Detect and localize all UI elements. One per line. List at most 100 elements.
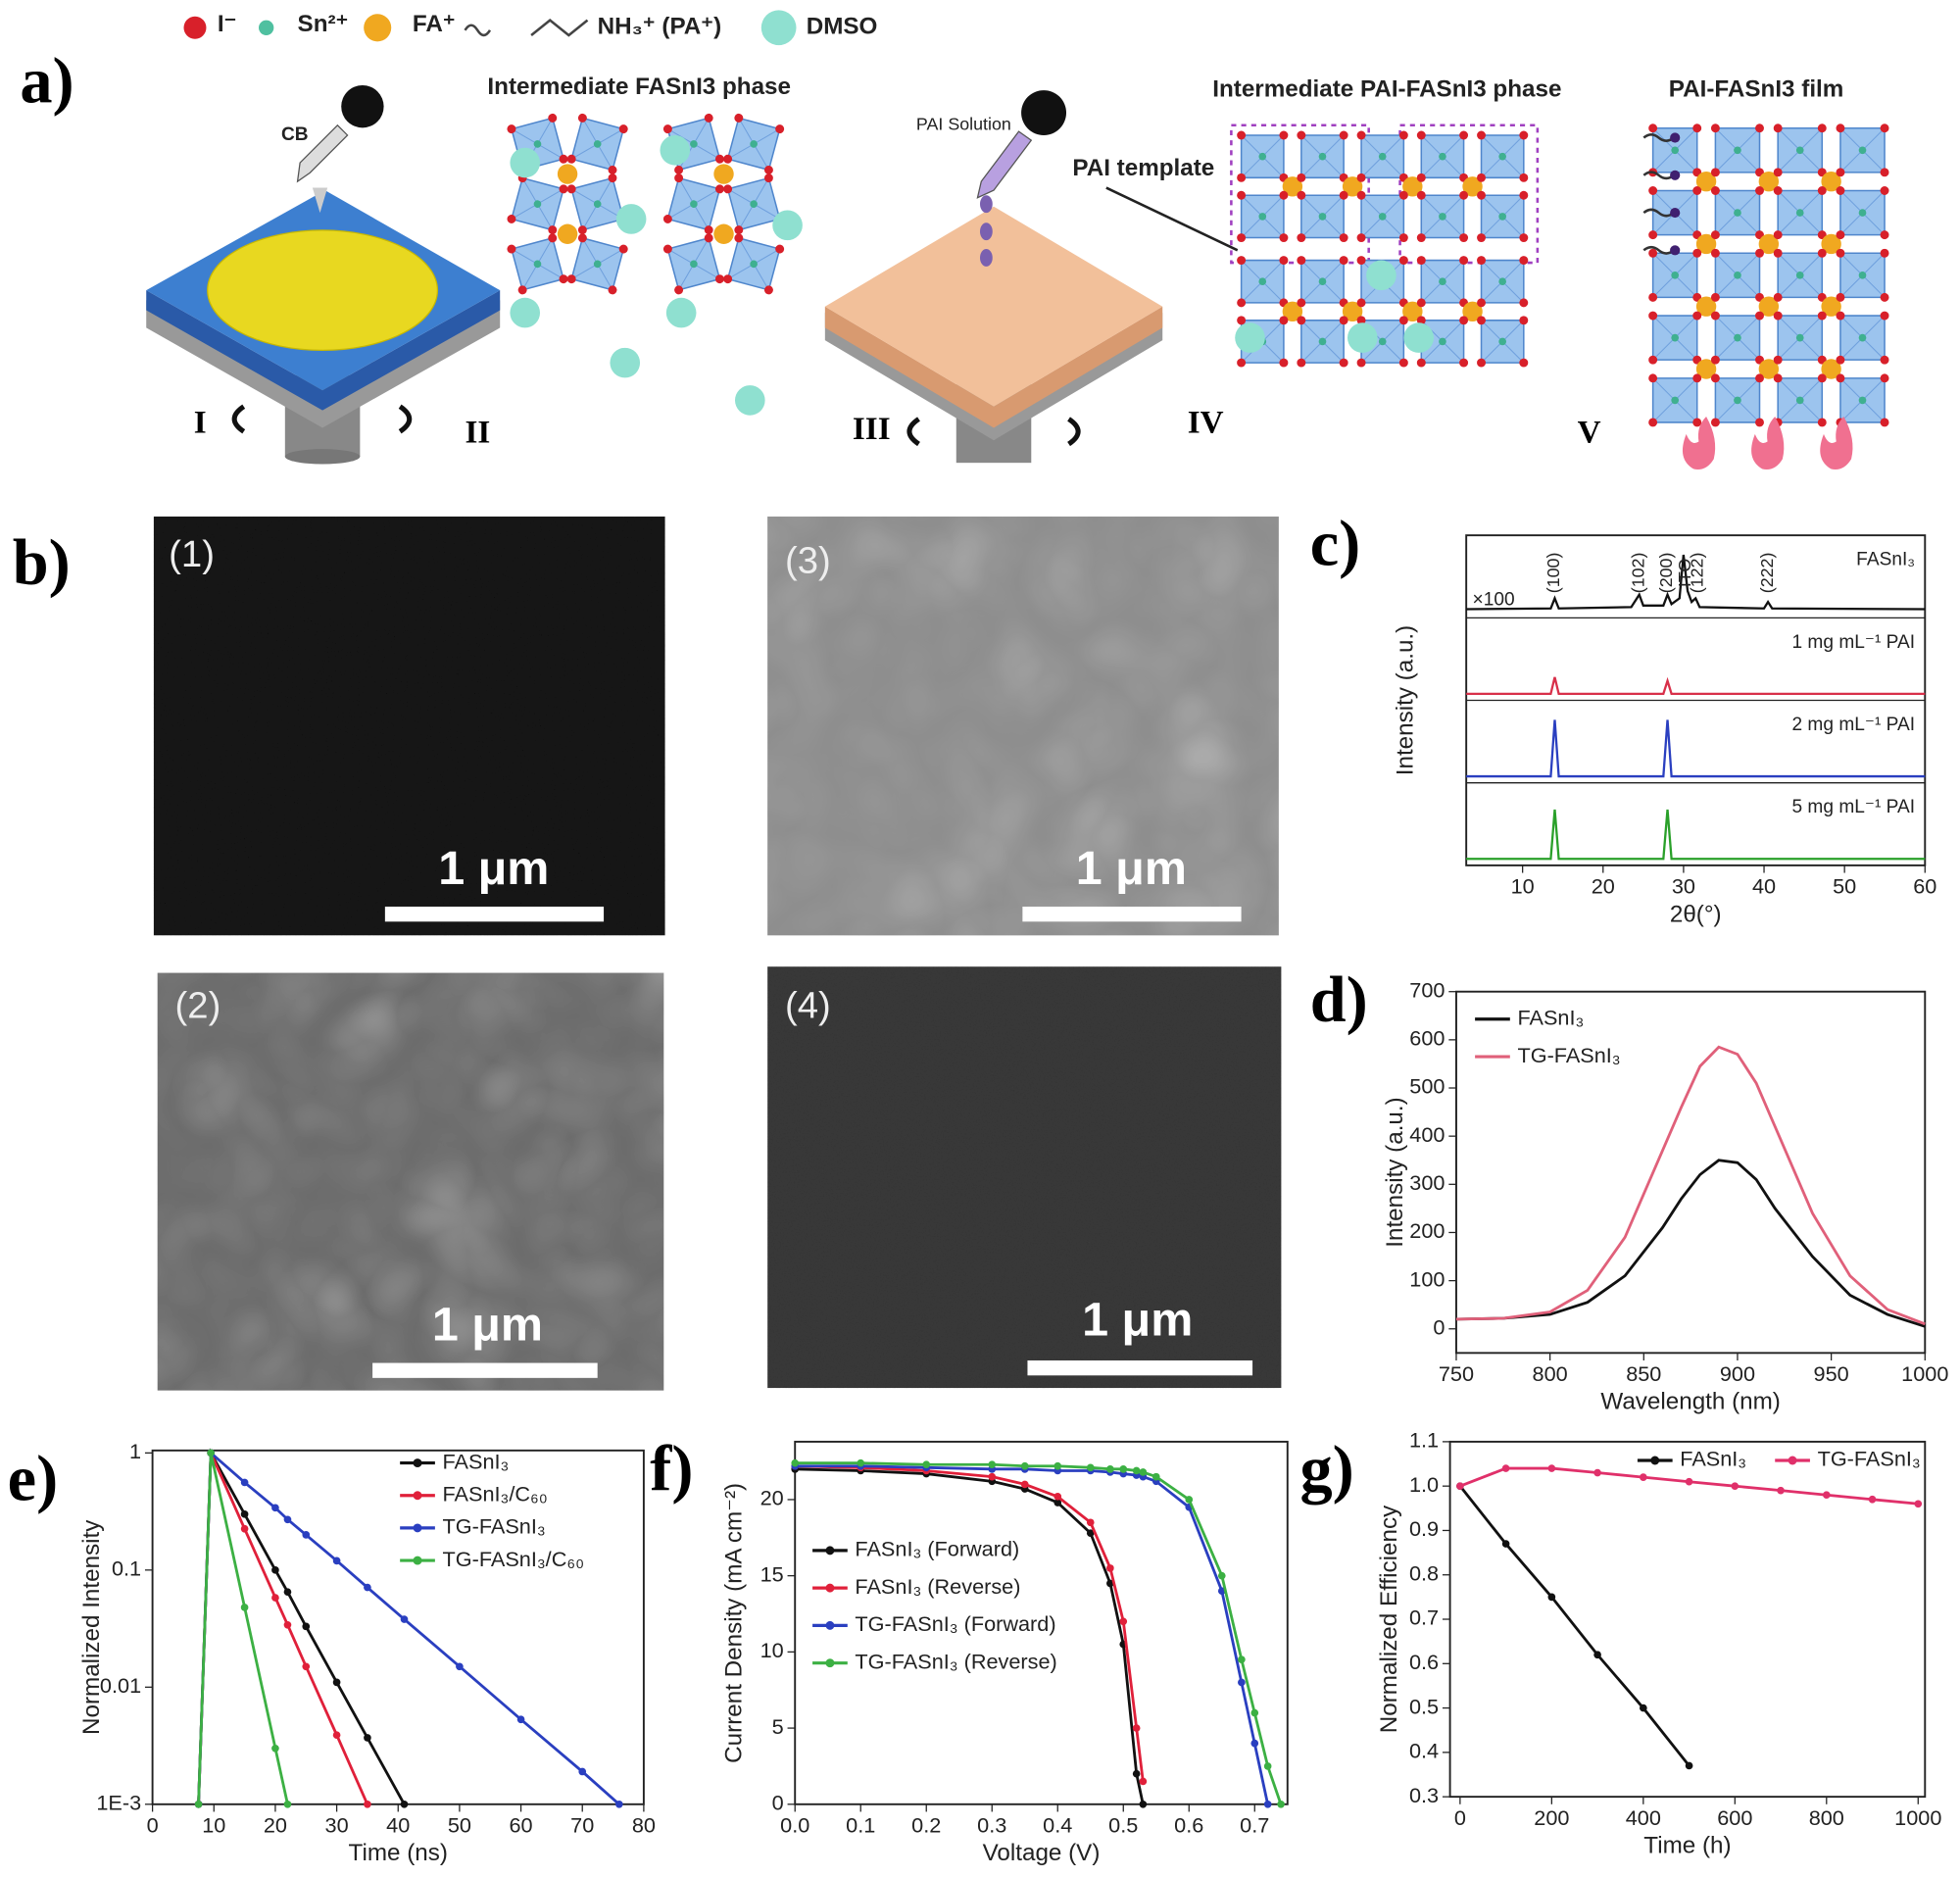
legend-label: TG-FASnI₃ bbox=[1517, 1043, 1620, 1067]
y-tick-label: 0.6 bbox=[1409, 1650, 1439, 1674]
iodide bbox=[1648, 373, 1658, 383]
iodide bbox=[1773, 292, 1783, 302]
series-line bbox=[1455, 1045, 1926, 1326]
legend-label: 2 mg mL⁻¹ PAI bbox=[1791, 715, 1915, 735]
fa-cation bbox=[1695, 233, 1717, 255]
octahedron bbox=[1416, 190, 1469, 243]
series-line bbox=[197, 1452, 369, 1805]
tin bbox=[533, 140, 542, 148]
iodide bbox=[1519, 298, 1529, 308]
legend-label: TG-FASnI₃ (Forward) bbox=[855, 1611, 1055, 1636]
y-tick-label: 700 bbox=[1409, 977, 1445, 1002]
iodide bbox=[566, 274, 576, 284]
iodide bbox=[559, 154, 568, 164]
data-point bbox=[1106, 1465, 1114, 1473]
data-point bbox=[302, 1622, 311, 1631]
data-point bbox=[1238, 1678, 1246, 1687]
tin bbox=[750, 140, 758, 148]
iodide bbox=[1519, 190, 1529, 200]
legend-marker bbox=[1650, 1456, 1660, 1465]
x-tick-label: 800 bbox=[1809, 1805, 1844, 1830]
pa-head bbox=[1670, 132, 1681, 143]
tin bbox=[1439, 152, 1446, 161]
iodide bbox=[734, 225, 744, 235]
tin bbox=[690, 200, 698, 208]
iodide bbox=[1279, 316, 1289, 325]
dmso bbox=[615, 204, 647, 234]
iodide bbox=[1398, 256, 1408, 266]
data-point bbox=[364, 1734, 371, 1742]
xrd-trace bbox=[1466, 809, 1926, 861]
octahedron bbox=[566, 113, 628, 174]
fa-cation bbox=[557, 164, 578, 184]
tin bbox=[533, 260, 542, 269]
x-tick-label: 0.4 bbox=[1043, 1812, 1072, 1837]
plot-frame bbox=[1448, 1440, 1927, 1799]
iodide bbox=[674, 173, 684, 183]
x-tick-label: 950 bbox=[1814, 1361, 1849, 1386]
iodide bbox=[1237, 233, 1247, 243]
iodide bbox=[1237, 173, 1247, 182]
droplet bbox=[980, 222, 993, 241]
legend-marker bbox=[825, 1546, 835, 1556]
x-axis-label: Time (h) bbox=[1643, 1833, 1731, 1859]
plot-frame bbox=[1455, 990, 1927, 1355]
data-point bbox=[1020, 1461, 1029, 1470]
dmso bbox=[1403, 322, 1435, 353]
lattices bbox=[507, 113, 1889, 469]
iodide bbox=[1297, 190, 1306, 200]
sem-label: (4) bbox=[785, 984, 831, 1026]
iodide bbox=[1692, 123, 1702, 133]
iodide bbox=[1648, 311, 1658, 321]
iodide bbox=[517, 285, 527, 295]
x-tick-label: 1000 bbox=[1901, 1361, 1948, 1386]
iodide bbox=[662, 214, 672, 223]
iodide bbox=[1880, 418, 1889, 427]
y-tick-label: 1.1 bbox=[1409, 1428, 1439, 1453]
data-point bbox=[1547, 1593, 1556, 1602]
iodide bbox=[559, 184, 568, 194]
legend-item: NH₃⁺ (PA⁺) bbox=[598, 14, 721, 40]
pa-head bbox=[1670, 245, 1681, 256]
iodide bbox=[1398, 190, 1408, 200]
iodide bbox=[1477, 190, 1486, 200]
x-tick-label: 0.0 bbox=[780, 1812, 809, 1837]
peak-label: (222) bbox=[1757, 553, 1777, 594]
iodide bbox=[1237, 298, 1247, 308]
data-point bbox=[1547, 1464, 1556, 1472]
substrate-side bbox=[824, 306, 1163, 428]
tin bbox=[1858, 333, 1867, 342]
iodide bbox=[1817, 418, 1827, 427]
iodide bbox=[704, 113, 713, 123]
data-point bbox=[516, 1715, 525, 1724]
iodide bbox=[1416, 256, 1426, 266]
data-point bbox=[240, 1478, 249, 1487]
sem-label: (3) bbox=[785, 539, 831, 581]
data-point bbox=[1501, 1540, 1510, 1548]
iodide bbox=[1836, 292, 1845, 302]
tin bbox=[1858, 146, 1867, 155]
iodide bbox=[1519, 358, 1529, 368]
iodide bbox=[1339, 358, 1348, 368]
fa-cation bbox=[1695, 171, 1717, 192]
data-point bbox=[1106, 1564, 1114, 1572]
legend-marker bbox=[413, 1523, 422, 1533]
data-point bbox=[1456, 1482, 1464, 1490]
tin bbox=[1858, 396, 1867, 405]
fa-cation bbox=[1402, 176, 1423, 197]
x-tick-label: 200 bbox=[1534, 1805, 1569, 1830]
octahedron bbox=[1648, 123, 1702, 177]
octahedron bbox=[1710, 311, 1764, 365]
dropper-bulb bbox=[1021, 90, 1067, 135]
plot-frame bbox=[151, 1449, 645, 1805]
panel-label: g) bbox=[1300, 1434, 1354, 1506]
iodide bbox=[1710, 373, 1720, 383]
data-point bbox=[1277, 1800, 1285, 1808]
iodide bbox=[1692, 186, 1702, 195]
iodide bbox=[1398, 233, 1408, 243]
iodide bbox=[1477, 298, 1486, 308]
iodide bbox=[1356, 358, 1366, 368]
data-point bbox=[1152, 1472, 1160, 1481]
octahedron bbox=[1297, 130, 1348, 182]
octahedron bbox=[1773, 373, 1827, 427]
